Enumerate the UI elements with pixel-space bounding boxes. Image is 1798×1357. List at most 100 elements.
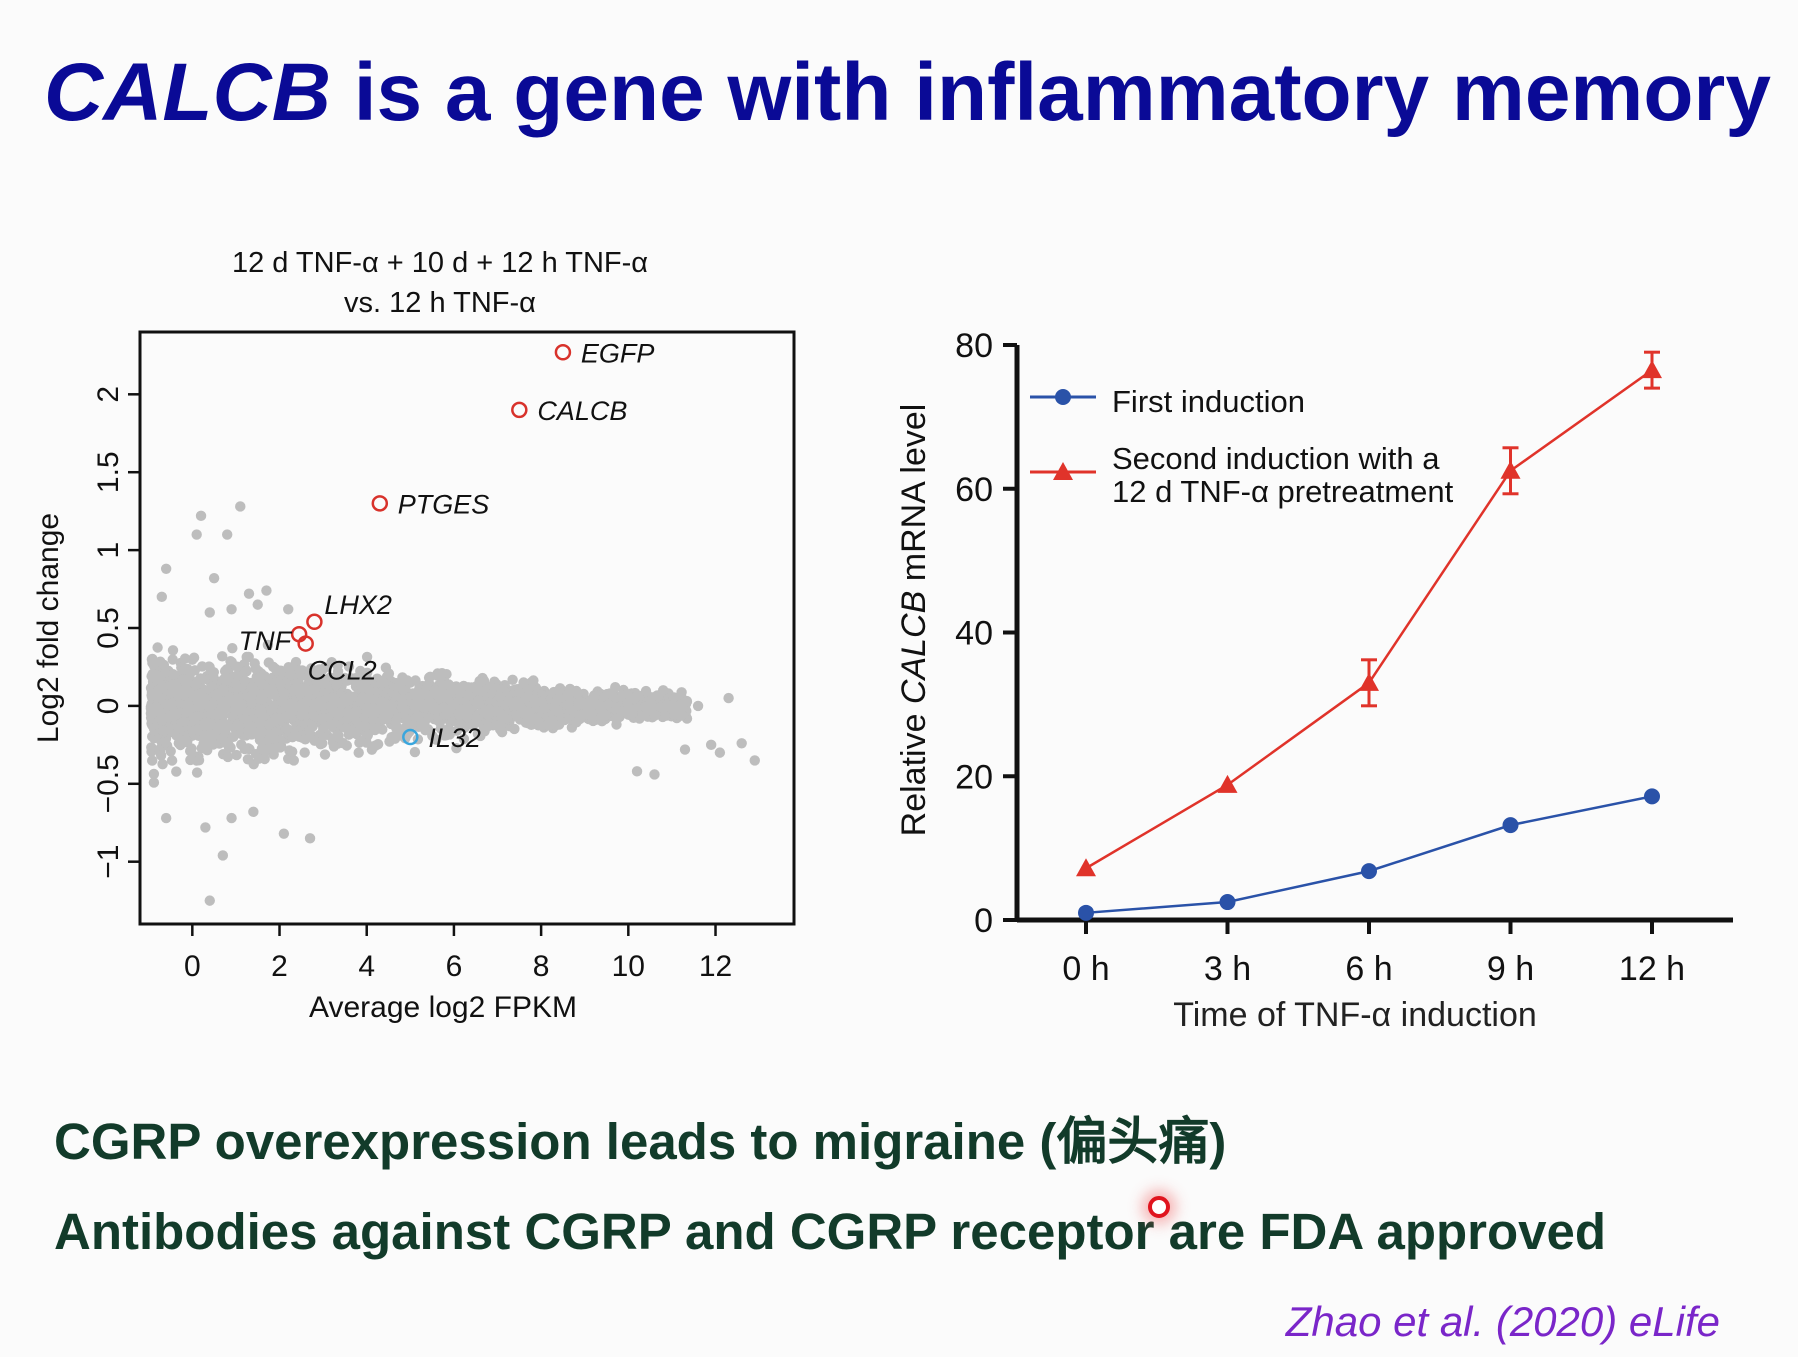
ma-point — [235, 501, 246, 512]
ma-point — [199, 720, 211, 731]
ma-gene-il32: IL32 — [402, 723, 481, 753]
ma-point — [342, 707, 353, 718]
ma-point — [207, 667, 219, 678]
ma-point — [295, 688, 306, 699]
ma-point — [217, 651, 228, 662]
ma-point — [376, 677, 388, 688]
ma-point — [171, 766, 182, 777]
ma-x-tick-label: 0 — [184, 950, 201, 983]
data-point — [1219, 894, 1236, 911]
ma-point — [222, 529, 233, 540]
ma-point — [359, 720, 370, 732]
ma-gene-label: IL32 — [428, 723, 481, 753]
series-line — [1085, 795, 1653, 915]
ma-point — [204, 895, 215, 906]
ma-point — [167, 669, 179, 680]
ma-point — [239, 743, 250, 755]
ma-point — [328, 741, 340, 752]
line-y-tick-label: 20 — [955, 758, 993, 796]
citation[interactable]: Zhao et al. (2020) eLife — [1285, 1298, 1720, 1345]
ma-point — [246, 698, 257, 709]
ma-point — [199, 693, 210, 704]
ma-point — [363, 693, 375, 704]
ma-x-tick-label: 4 — [358, 950, 375, 983]
ma-point — [319, 749, 331, 760]
ma-point — [431, 734, 442, 745]
ma-point — [343, 661, 355, 672]
ma-point — [157, 759, 168, 770]
ma-point — [202, 745, 213, 756]
ma-point — [511, 696, 522, 707]
line-x-tick-label: 12 h — [1619, 950, 1685, 988]
ma-point — [285, 669, 296, 681]
ma-point — [456, 720, 468, 731]
ma-point — [350, 706, 361, 717]
ma-point — [300, 734, 311, 745]
ma-point — [227, 643, 238, 654]
ma-y-tick-label: 1 — [92, 542, 125, 559]
line-y-tick-label: 0 — [974, 902, 993, 940]
ma-point — [419, 717, 430, 729]
ma-point — [509, 723, 520, 735]
legend-label-first: First induction — [1112, 384, 1305, 419]
ma-point — [397, 698, 408, 709]
ma-x-tick-label: 10 — [612, 950, 645, 983]
ma-point — [256, 727, 267, 739]
ma-point — [486, 687, 497, 699]
line-ylabel-gene: CALCB — [895, 591, 933, 704]
ma-point — [204, 607, 215, 618]
ma-point — [401, 714, 412, 725]
ma-point — [262, 639, 274, 651]
ma-point — [341, 722, 352, 734]
line-x-tick-label: 9 h — [1487, 950, 1534, 988]
ma-point — [225, 656, 236, 667]
ma-point — [536, 696, 547, 707]
ma-point — [547, 714, 558, 726]
ma-point — [191, 529, 202, 540]
line-y-axis-label: Relative CALCB mRNA level — [895, 404, 933, 837]
line-ylabel-pre: Relative — [895, 704, 933, 836]
ma-point — [316, 714, 328, 725]
ma-point — [216, 733, 228, 744]
line-x-axis-label: Time of TNF-α induction — [1173, 996, 1537, 1034]
ma-point — [631, 766, 643, 777]
ma-point — [692, 700, 704, 712]
series-second-induction — [1076, 350, 1662, 877]
ma-point — [193, 755, 205, 766]
ma-y-tick-label: 0 — [92, 698, 125, 715]
ma-point — [156, 591, 167, 603]
line-legend: First induction Second induction with a … — [1030, 384, 1454, 509]
ma-gene-calcb: CALCB — [511, 396, 627, 426]
ma-point — [412, 711, 423, 722]
ma-point — [463, 682, 474, 693]
ma-point — [627, 704, 639, 715]
ma-point — [383, 708, 394, 720]
ma-point — [167, 654, 178, 665]
ma-point — [616, 706, 627, 717]
ma-point — [238, 712, 249, 724]
title-gene-name: CALCB — [44, 47, 331, 138]
ma-point — [586, 708, 597, 719]
ma-point — [283, 604, 294, 615]
line-y-axis: 0 20 40 60 80 — [955, 327, 1017, 940]
ma-point — [166, 755, 178, 766]
ma-point — [664, 701, 675, 712]
line-y-tick-label: 80 — [955, 327, 993, 365]
ma-point — [152, 642, 163, 653]
ma-point — [398, 685, 409, 696]
ma-point — [314, 696, 325, 707]
ma-point — [181, 707, 192, 718]
ma-point — [420, 699, 431, 711]
ma-point — [474, 698, 485, 709]
ma-point — [296, 710, 307, 721]
ma-point — [256, 743, 268, 754]
ma-point — [306, 663, 317, 674]
ma-gene-point — [297, 635, 314, 652]
ma-point — [158, 659, 170, 671]
ma-point — [275, 665, 286, 676]
ma-point — [368, 708, 380, 720]
ma-point — [438, 702, 449, 714]
ma-point — [278, 828, 290, 839]
ma-plot-title-line2: vs. 12 h TNF-α — [344, 287, 536, 319]
